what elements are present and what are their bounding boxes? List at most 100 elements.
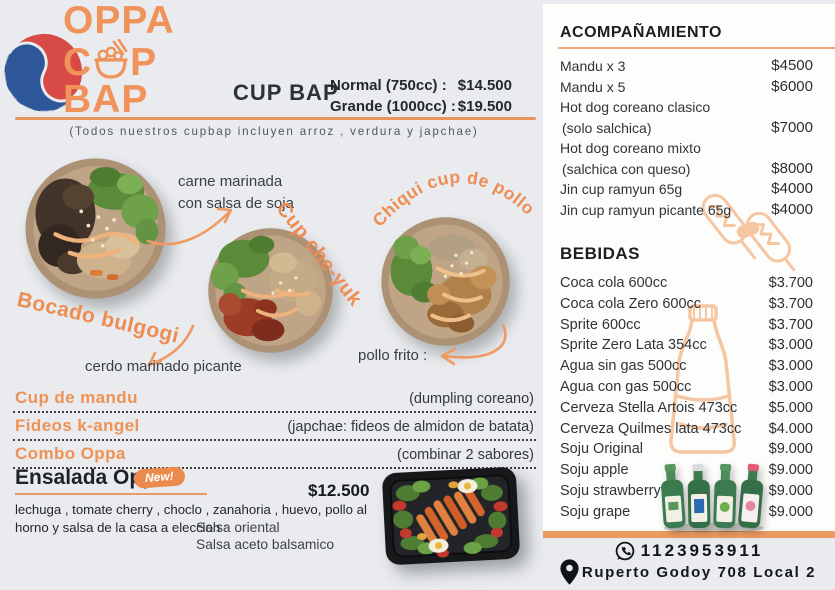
sides-section-title: ACOMPAÑAMIENTO [560,24,722,41]
logo-oppa-cup-bap: OPPA C P BAP [63,0,175,121]
drink-item-row: Coca cola Zero 600cc $3.700 [560,295,813,312]
drink-item-price: $3.000 [768,337,813,354]
side-item-name: Hot dog coreano mixto [560,140,701,156]
drink-item-name: Cerveza Stella Artois 473cc [560,399,738,416]
drink-item-row: Coca cola 600cc $3.700 [560,275,813,291]
ensalada-desc-line1: lechuga , tomate cherry , choclo , zanah… [15,502,367,517]
callout-carne-marinada: carne marinada con salsa de soja [178,171,294,215]
drink-item-name: Coca cola Zero 600cc [560,295,702,312]
callout-cerdo-marinado: cerdo marinado picante [85,358,242,375]
callout-carne-line1: carne marinada [178,173,283,190]
bowl-label-pollo-arc: Chiqui cup de pollo [372,167,539,231]
drink-item-row: Agua sin gas 500cc $3.000 [560,358,813,375]
logo-word-oppa: OPPA [63,0,175,42]
size-grande-price: $19.500 [457,98,512,115]
soda-bottle-sketch-icon [669,304,737,454]
drinks-list: Coca cola 600cc $3.700 Coca cola Zero 60… [560,275,813,526]
salsa-option-oriental: Salsa oriental [196,520,280,535]
side-item-name: Jin cup ramyun 65g [560,181,683,197]
footer-address-row: Ruperto Godoy 708 Local 2 [540,559,835,585]
bulgogi-bowl-photo [25,158,166,299]
menu-row-name: Fideos k-angel [15,416,140,435]
drink-item-name: Cerveza Quilmes lata 473cc [560,420,742,437]
drink-item-name: Agua con gas 500cc [560,378,692,395]
drink-item-name: Soju apple [560,462,629,479]
side-item-row: Hot dog coreano clasico (solo salchica) … [560,97,813,138]
drink-item-name: Soju Original [560,441,644,458]
drink-item-price: $9.000 [768,503,813,520]
side-item-subtitle: (salchica con queso) [562,160,691,177]
side-item-names: Hot dog coreano clasico (solo salchica) [560,97,710,138]
side-item-row: Jin cup ramyun 65g $4000 [560,179,813,200]
side-item-price: $4500 [771,57,813,74]
whatsapp-icon [615,541,634,561]
size-grande-label: Grande (1000cc) : [330,98,456,115]
logo-word-bap: BAP [63,78,149,121]
drink-item-price: $3.700 [768,295,813,312]
side-item-names: Jin cup ramyun picante 65g [560,200,731,221]
side-item-row: Mandu x 5 $6000 [560,77,813,98]
side-item-name: Jin cup ramyun picante 65g [560,201,732,218]
drink-item-name: Soju grape [560,503,631,520]
drink-item-name: Sprite 600cc [560,316,641,333]
svg-text:Chiqui cup de pollo: Chiqui cup de pollo [372,167,539,231]
ensalada-underline [15,493,207,495]
right-panel-card: ACOMPAÑAMIENTO Mandu x 3 $4500 Mandu x 5 [543,4,835,532]
side-item-names: Hot dog coreano mixto (salchica con ques… [560,138,701,179]
drink-item-price: $3.700 [768,275,813,291]
menu-row-desc: (combinar 2 sabores) [397,447,534,463]
footer-phone-row: 1123953911 [543,541,835,561]
drink-item-price: $9.000 [768,482,813,499]
drink-item-row: Soju apple $9.000 [560,462,813,479]
phone-number: 1123953911 [640,541,764,560]
menu-row: Combo Oppa (combinar 2 sabores) [13,443,536,469]
drink-item-row: Sprite 600cc $3.700 [560,316,813,333]
drink-item-name: Soju strawberry [560,482,661,499]
pollo-bowl-photo [381,217,510,346]
ensalada-desc-line2: horno y salsa de la casa a eleccion : [15,519,228,535]
drink-item-price: $4.000 [768,420,813,437]
drink-item-row: Soju grape $9.000 [560,503,813,520]
size-row-normal: Normal (750cc) : $14.500 [330,75,512,96]
side-item-price: $8000 [771,159,813,177]
ensalada-title: Ensalada Oppa [15,466,167,489]
logo-letter-c: C [63,41,93,84]
drink-item-row: Soju strawberry $9.000 [560,482,813,499]
menu-row-name: Combo Oppa [15,444,126,463]
footer-orange-bar [543,531,835,538]
menu-row: Fideos k-angel (japchae: fideos de almid… [13,415,536,441]
logo-word-cup: C P [63,39,175,84]
drink-item-name: Agua sin gas 500cc [560,358,687,375]
cupbap-size-prices: Normal (750cc) : $14.500 Grande (1000cc)… [330,75,512,117]
logo-letter-p: P [130,41,158,84]
drink-item-row: Agua con gas 500cc $3.000 [560,378,813,395]
callout-pollo-frito: pollo frito : [358,347,428,364]
drink-item-row: Cerveza Quilmes lata 473cc $4.000 [560,420,813,437]
side-item-row: Jin cup ramyun picante 65g $4000 [560,200,813,221]
ensalada-price: $12.500 [308,481,370,500]
curved-arrow-up-right [146,207,233,246]
side-item-name: Mandu x 5 [560,78,626,95]
salsa-option-aceto: Salsa aceto balsamico [196,536,335,552]
new-badge: New! [133,466,186,489]
taegeuk-korean-symbol-icon [3,31,85,113]
menu-row-desc: (dumpling coreano) [409,391,534,407]
drinks-section-title: BEBIDAS [560,244,641,263]
sides-underline [558,47,835,49]
curved-arrow-left [440,323,507,366]
side-item-names: Jin cup ramyun 65g [560,179,682,200]
soju-bottles-photo [661,463,764,532]
side-item-names: Mandu x 3 [560,56,625,77]
drink-item-name: Coca cola 600cc [560,275,668,291]
drink-item-price: $3.000 [768,358,813,375]
curved-arrow-down-left [147,324,195,367]
section-title-cupbap: CUP BAP [233,80,339,105]
sides-list: Mandu x 3 $4500 Mandu x 5 $6000 Hot [560,56,813,220]
size-normal-label: Normal (750cc) : [330,77,447,94]
side-item-price: $4000 [771,200,813,218]
side-item-row: Hot dog coreano mixto (salchica con ques… [560,138,813,179]
drink-item-row: Cerveza Stella Artois 473cc $5.000 [560,399,813,416]
drink-item-price: $3.000 [768,378,813,395]
menu-row-desc: (japchae: fideos de almidon de batata) [287,419,534,435]
